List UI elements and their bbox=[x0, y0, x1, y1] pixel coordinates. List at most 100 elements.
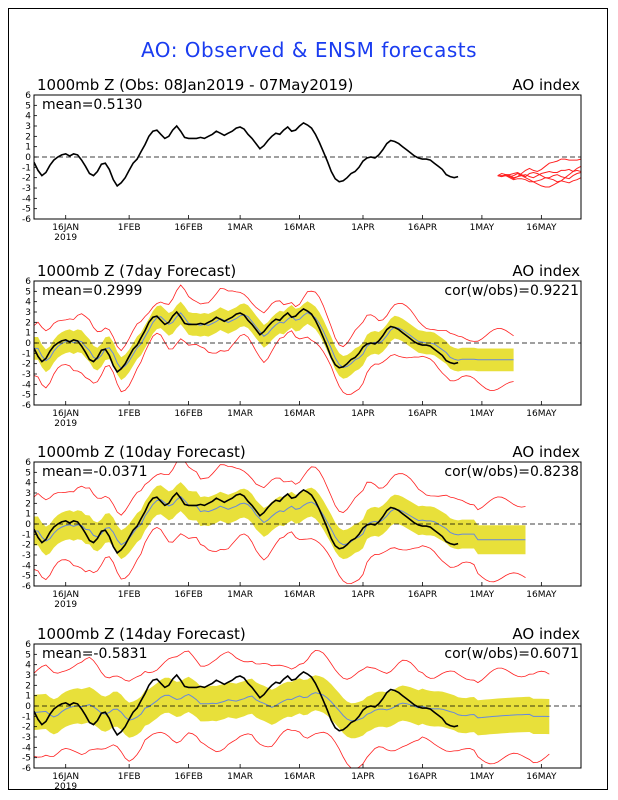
observed-line bbox=[34, 488, 459, 555]
x-tick-label: 1FEB bbox=[118, 590, 141, 600]
panel-title: 1000mb Z (14day Forecast) bbox=[37, 625, 246, 643]
y-tick-label: 3 bbox=[25, 308, 31, 318]
y-tick-label: 4 bbox=[25, 479, 31, 489]
panel-mean: mean=0.2999 bbox=[42, 283, 142, 299]
y-tick-label: 5 bbox=[25, 468, 31, 478]
x-tick-label: 1MAY bbox=[470, 590, 495, 600]
y-tick-label: 4 bbox=[25, 661, 31, 671]
x-tick-label: 1FEB bbox=[118, 223, 141, 233]
y-tick-label: 2 bbox=[25, 318, 31, 328]
observed-line bbox=[34, 121, 459, 188]
ao-panel-3: 1000mb Z (10day Forecast) AO index mean=-0… bbox=[22, 443, 582, 610]
panel-mean: mean=-0.5831 bbox=[42, 646, 147, 662]
observed-line bbox=[34, 307, 459, 374]
x-tick-label: 16MAY bbox=[526, 590, 557, 600]
x-tick-label: 1MAY bbox=[470, 772, 495, 782]
ao-panel-1: 1000mb Z (Obs: 08Jan2019 - 07May2019) AO … bbox=[22, 76, 582, 243]
ensemble-mean-line bbox=[34, 692, 550, 722]
y-tick-label: 3 bbox=[25, 671, 31, 681]
y-tick-label: 0 bbox=[25, 339, 31, 349]
ao-panel-4: 1000mb Z (14day Forecast) AO index mean=-0… bbox=[22, 625, 582, 792]
x-tick-label: 1MAY bbox=[470, 409, 495, 419]
y-tick-label: -4 bbox=[22, 380, 31, 390]
panel-correlation: cor(w/obs)=0.8238 bbox=[444, 464, 579, 480]
y-tick-label: 0 bbox=[25, 520, 31, 530]
x-tick-label: 16MAR bbox=[284, 223, 316, 233]
y-tick-label: -5 bbox=[22, 391, 31, 401]
year-label: 2019 bbox=[54, 233, 77, 243]
x-tick-label: 16JAN bbox=[52, 772, 79, 782]
x-tick-label: 16FEB bbox=[174, 772, 203, 782]
x-tick-label: 1APR bbox=[351, 223, 375, 233]
x-tick-label: 16JAN bbox=[52, 409, 79, 419]
y-tick-label: -3 bbox=[22, 184, 31, 194]
year-label: 2019 bbox=[54, 600, 77, 610]
y-tick-label: 1 bbox=[25, 510, 31, 520]
x-tick-label: 16FEB bbox=[174, 409, 203, 419]
y-tick-label: 6 bbox=[25, 640, 31, 650]
panel-title: 1000mb Z (7day Forecast) bbox=[37, 262, 236, 280]
panel-title: 1000mb Z (10day Forecast) bbox=[37, 443, 246, 461]
panel-index-label: AO index bbox=[512, 76, 580, 94]
observed-line bbox=[34, 670, 459, 737]
member-bound-upper bbox=[34, 284, 514, 352]
x-tick-label: 1MAR bbox=[227, 223, 253, 233]
y-tick-label: -1 bbox=[22, 349, 31, 359]
member-bound-lower bbox=[34, 728, 550, 768]
y-tick-label: 6 bbox=[25, 91, 31, 101]
y-tick-label: 2 bbox=[25, 499, 31, 509]
x-tick-label: 16JAN bbox=[52, 590, 79, 600]
x-tick-label: 1FEB bbox=[118, 409, 141, 419]
ensemble-spread bbox=[34, 301, 514, 381]
y-tick-label: 5 bbox=[25, 101, 31, 111]
panel-mean: mean=0.5130 bbox=[42, 97, 142, 113]
y-tick-label: 1 bbox=[25, 329, 31, 339]
ensemble-mean-line bbox=[34, 312, 514, 370]
y-tick-label: 2 bbox=[25, 132, 31, 142]
ao-panel-2: 1000mb Z (7day Forecast) AO index mean=0.2… bbox=[22, 262, 582, 429]
x-tick-label: 16APR bbox=[408, 223, 437, 233]
y-tick-label: -1 bbox=[22, 530, 31, 540]
x-tick-label: 1MAR bbox=[227, 409, 253, 419]
y-tick-label: 2 bbox=[25, 681, 31, 691]
x-tick-label: 16JAN bbox=[52, 223, 79, 233]
y-tick-label: -1 bbox=[22, 712, 31, 722]
y-tick-label: 0 bbox=[25, 702, 31, 712]
forecast-member-4 bbox=[497, 171, 581, 180]
member-bound-lower bbox=[34, 330, 514, 396]
plot-area bbox=[34, 462, 526, 585]
x-tick-label: 1FEB bbox=[118, 772, 141, 782]
x-tick-label: 1MAY bbox=[470, 223, 495, 233]
member-bound-upper bbox=[34, 462, 526, 516]
y-tick-label: 6 bbox=[25, 277, 31, 287]
figure-title: AO: Observed & ENSM forecasts bbox=[140, 38, 478, 62]
y-tick-label: -4 bbox=[22, 561, 31, 571]
y-tick-label: 6 bbox=[25, 458, 31, 468]
y-tick-label: 5 bbox=[25, 287, 31, 297]
y-tick-label: 3 bbox=[25, 489, 31, 499]
y-tick-label: 1 bbox=[25, 692, 31, 702]
x-tick-label: 16FEB bbox=[174, 223, 203, 233]
member-bound-lower bbox=[34, 526, 526, 585]
panel-correlation: cor(w/obs)=0.9221 bbox=[444, 283, 579, 299]
y-tick-label: -5 bbox=[22, 754, 31, 764]
x-tick-label: 16APR bbox=[408, 590, 437, 600]
panel-index-label: AO index bbox=[512, 443, 580, 461]
y-tick-label: -2 bbox=[22, 360, 31, 370]
y-tick-label: -3 bbox=[22, 370, 31, 380]
y-tick-label: -6 bbox=[22, 582, 31, 592]
x-tick-label: 1MAR bbox=[227, 590, 253, 600]
plot-area bbox=[34, 121, 581, 188]
x-tick-label: 1MAR bbox=[227, 772, 253, 782]
y-tick-label: -1 bbox=[22, 163, 31, 173]
member-bound-upper bbox=[34, 649, 550, 684]
y-tick-label: 4 bbox=[25, 112, 31, 122]
y-tick-label: -6 bbox=[22, 401, 31, 411]
forecast-member-3 bbox=[497, 175, 581, 184]
y-tick-label: -2 bbox=[22, 541, 31, 551]
y-tick-label: 5 bbox=[25, 650, 31, 660]
year-label: 2019 bbox=[54, 782, 77, 792]
plot-area bbox=[34, 284, 514, 396]
x-tick-label: 16APR bbox=[408, 772, 437, 782]
y-tick-label: 4 bbox=[25, 298, 31, 308]
